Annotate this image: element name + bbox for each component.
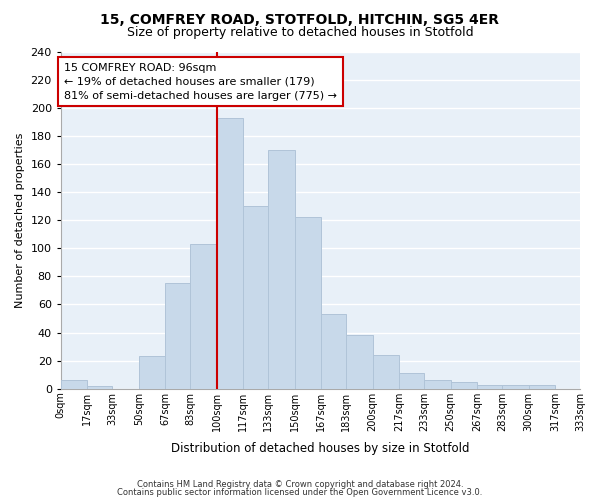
Bar (88, 386, 112, 388)
Text: Contains public sector information licensed under the Open Government Licence v3: Contains public sector information licen… (118, 488, 482, 497)
Text: 15 COMFREY ROAD: 96sqm
← 19% of detached houses are smaller (179)
81% of semi-de: 15 COMFREY ROAD: 96sqm ← 19% of detached… (64, 62, 337, 100)
Bar (190, 244, 217, 388)
X-axis label: Distribution of detached houses by size in Stotfold: Distribution of detached houses by size … (171, 442, 470, 455)
Bar (346, 336, 373, 388)
Bar (139, 356, 165, 388)
Bar (165, 284, 190, 389)
Y-axis label: Number of detached properties: Number of detached properties (15, 132, 25, 308)
Bar (451, 382, 477, 388)
Text: Size of property relative to detached houses in Stotfold: Size of property relative to detached ho… (127, 26, 473, 39)
Bar (529, 384, 555, 388)
Bar (424, 380, 451, 388)
Bar (399, 374, 424, 388)
Bar (61, 380, 88, 388)
Bar (243, 206, 268, 388)
Bar (268, 150, 295, 388)
Bar (373, 355, 399, 388)
Bar (502, 384, 529, 388)
Bar (477, 384, 502, 388)
Bar (321, 314, 346, 388)
Text: 15, COMFREY ROAD, STOTFOLD, HITCHIN, SG5 4ER: 15, COMFREY ROAD, STOTFOLD, HITCHIN, SG5… (101, 12, 499, 26)
Text: Contains HM Land Registry data © Crown copyright and database right 2024.: Contains HM Land Registry data © Crown c… (137, 480, 463, 489)
Bar (295, 218, 321, 388)
Bar (217, 118, 243, 388)
